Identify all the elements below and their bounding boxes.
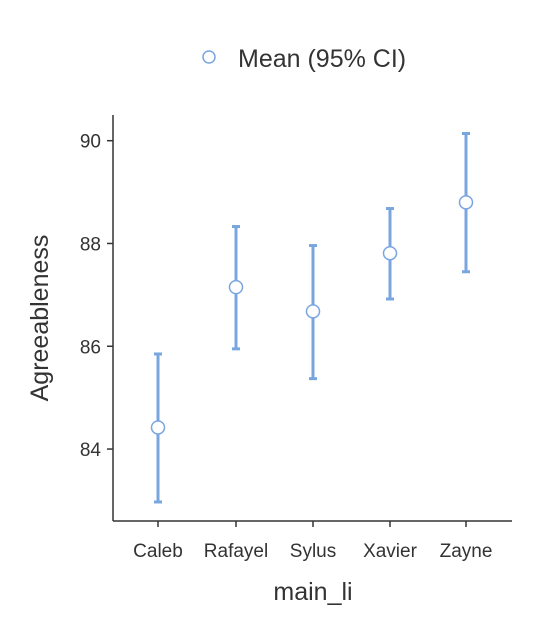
x-tick-label: Caleb <box>133 541 183 562</box>
x-tick-label: Rafayel <box>204 541 268 562</box>
x-tick-label: Sylus <box>290 541 336 562</box>
x-tick-label: Zayne <box>440 541 493 562</box>
y-tick-label: 86 <box>80 337 101 358</box>
y-ticks: 84 86 88 90 <box>80 132 113 461</box>
y-axis-title: Agreeableness <box>26 235 54 402</box>
legend-marker <box>202 50 216 64</box>
mean-point <box>228 279 244 295</box>
mean-point <box>150 420 166 435</box>
mean-point <box>382 245 398 261</box>
legend: Mean (95% CI) <box>202 45 406 73</box>
marks <box>150 132 474 504</box>
y-tick-label: 90 <box>80 132 101 153</box>
mean-point <box>458 195 474 210</box>
x-axis-title: main_li <box>273 578 352 606</box>
legend-label: Mean (95% CI) <box>238 45 406 73</box>
y-tick-label: 88 <box>80 234 101 255</box>
x-ticks: Caleb Rafayel Sylus Xavier Zayne <box>133 521 492 562</box>
x-tick-label: Xavier <box>363 541 418 562</box>
y-tick-label: 84 <box>80 440 102 461</box>
mean-point <box>305 304 321 319</box>
